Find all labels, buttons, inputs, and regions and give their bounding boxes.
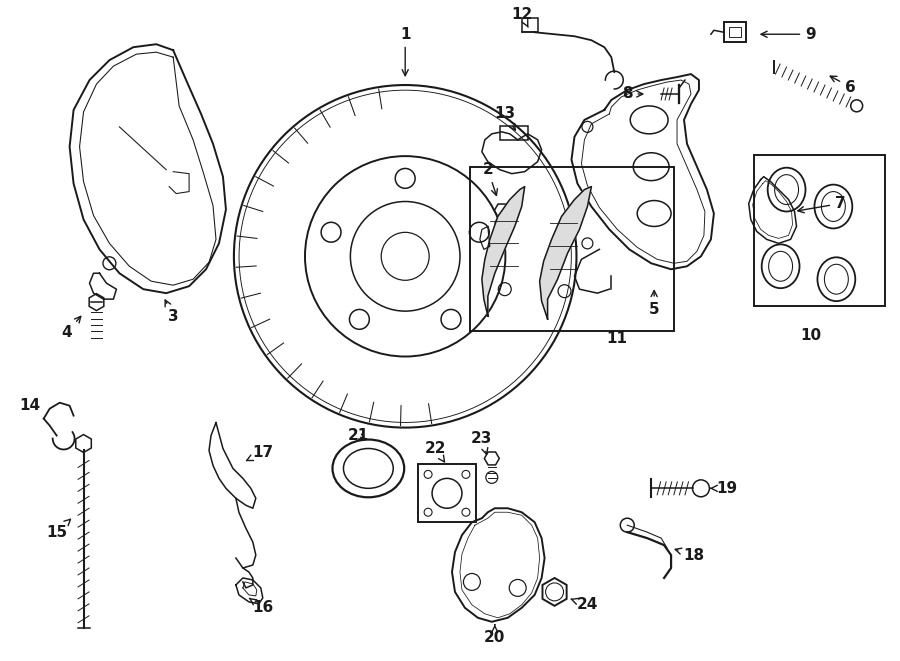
Text: 15: 15 — [46, 520, 70, 539]
Text: 2: 2 — [482, 162, 498, 196]
Bar — [729, 27, 741, 37]
Text: 6: 6 — [830, 76, 856, 95]
Text: 19: 19 — [710, 481, 737, 496]
Text: 10: 10 — [800, 329, 821, 344]
Text: 17: 17 — [247, 445, 274, 461]
Text: 11: 11 — [607, 331, 628, 346]
Text: 22: 22 — [424, 441, 446, 462]
Polygon shape — [540, 186, 591, 319]
Bar — [724, 22, 746, 42]
Text: 5: 5 — [649, 291, 660, 317]
Text: 12: 12 — [511, 7, 532, 27]
Text: 3: 3 — [165, 300, 178, 324]
Text: 8: 8 — [622, 87, 643, 102]
Text: 13: 13 — [494, 106, 516, 130]
Text: 21: 21 — [347, 428, 369, 443]
Text: 20: 20 — [484, 625, 506, 645]
Polygon shape — [482, 186, 525, 316]
Text: 23: 23 — [472, 431, 492, 454]
Bar — [522, 19, 537, 32]
Text: 24: 24 — [572, 598, 598, 612]
Bar — [470, 167, 674, 331]
Text: 18: 18 — [675, 547, 705, 563]
Text: 16: 16 — [249, 598, 274, 615]
Text: 9: 9 — [761, 26, 815, 42]
Bar — [418, 465, 476, 522]
Text: 7: 7 — [797, 196, 846, 213]
Bar — [753, 155, 886, 306]
Text: 4: 4 — [61, 317, 81, 340]
Text: 1: 1 — [400, 26, 410, 76]
Text: 14: 14 — [19, 398, 40, 413]
Bar — [500, 126, 527, 140]
